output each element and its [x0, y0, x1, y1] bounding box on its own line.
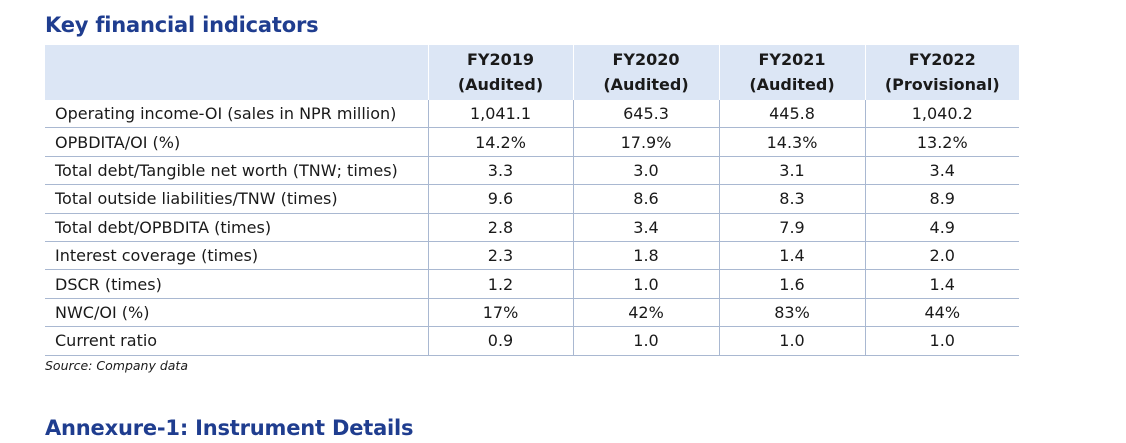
table-row: Total debt/OPBDITA (times) 2.8 3.4 7.9 4… — [45, 213, 1019, 242]
cell-value: 14.2% — [428, 127, 574, 157]
header-status: (Provisional) — [884, 75, 1000, 94]
table-row: Operating income-OI (sales in NPR millio… — [45, 100, 1019, 129]
header-blank-cell — [45, 45, 429, 100]
section-title: Key financial indicators — [45, 13, 319, 37]
cell-value: 3.3 — [428, 156, 574, 186]
cell-value: 1.0 — [573, 326, 720, 356]
row-label: Current ratio — [45, 326, 429, 356]
header-status: (Audited) — [749, 75, 835, 94]
cell-value: 1.4 — [865, 269, 1019, 299]
cell-value: 83% — [719, 298, 866, 328]
cell-value: 1,041.1 — [428, 100, 574, 129]
header-year: FY2022 — [908, 50, 976, 69]
cell-value: 14.3% — [719, 127, 866, 157]
cell-value: 445.8 — [719, 100, 866, 129]
cell-value: 645.3 — [573, 100, 720, 129]
cell-value: 7.9 — [719, 213, 866, 242]
source-note: Source: Company data — [45, 358, 188, 373]
cell-value: 4.9 — [865, 213, 1019, 242]
table-body: Operating income-OI (sales in NPR millio… — [45, 100, 1019, 356]
header-year: FY2021 — [758, 50, 826, 69]
financial-indicators-table: FY2019 (Audited) FY2020 (Audited) FY2021… — [45, 45, 1019, 356]
cell-value: 1.0 — [719, 326, 866, 356]
next-section-title: Annexure-1: Instrument Details — [45, 416, 414, 440]
cell-value: 2.3 — [428, 241, 574, 271]
table-row: Interest coverage (times) 2.3 1.8 1.4 2.… — [45, 241, 1019, 271]
cell-value: 2.0 — [865, 241, 1019, 271]
table-row: OPBDITA/OI (%) 14.2% 17.9% 14.3% 13.2% — [45, 127, 1019, 157]
cell-value: 13.2% — [865, 127, 1019, 157]
cell-value: 1.4 — [719, 241, 866, 271]
cell-value: 3.1 — [719, 156, 866, 186]
cell-value: 0.9 — [428, 326, 574, 356]
row-label: Total debt/Tangible net worth (TNW; time… — [45, 156, 429, 186]
row-label: NWC/OI (%) — [45, 298, 429, 328]
row-label: Total outside liabilities/TNW (times) — [45, 184, 429, 214]
cell-value: 1.0 — [865, 326, 1019, 356]
row-label: OPBDITA/OI (%) — [45, 127, 429, 157]
table-row: Current ratio 0.9 1.0 1.0 1.0 — [45, 326, 1019, 356]
cell-value: 44% — [865, 298, 1019, 328]
row-label: Total debt/OPBDITA (times) — [45, 213, 429, 242]
cell-value: 8.9 — [865, 184, 1019, 214]
cell-value: 8.6 — [573, 184, 720, 214]
table-row: NWC/OI (%) 17% 42% 83% 44% — [45, 298, 1019, 328]
cell-value: 3.4 — [573, 213, 720, 242]
header-cell-fy2021: FY2021 (Audited) — [719, 45, 866, 100]
row-label: DSCR (times) — [45, 269, 429, 299]
cell-value: 17% — [428, 298, 574, 328]
table-row: Total debt/Tangible net worth (TNW; time… — [45, 156, 1019, 186]
header-status: (Audited) — [457, 75, 544, 94]
row-label: Interest coverage (times) — [45, 241, 429, 271]
cell-value: 3.0 — [573, 156, 720, 186]
header-year: FY2020 — [612, 50, 680, 69]
row-label: Operating income-OI (sales in NPR millio… — [45, 100, 429, 129]
cell-value: 2.8 — [428, 213, 574, 242]
cell-value: 1.6 — [719, 269, 866, 299]
cell-value: 1,040.2 — [865, 100, 1019, 129]
header-row: FY2019 (Audited) FY2020 (Audited) FY2021… — [45, 45, 1019, 100]
cell-value: 1.0 — [573, 269, 720, 299]
header-status: (Audited) — [603, 75, 689, 94]
cell-value: 8.3 — [719, 184, 866, 214]
cell-value: 1.8 — [573, 241, 720, 271]
table-header: FY2019 (Audited) FY2020 (Audited) FY2021… — [45, 45, 1019, 100]
cell-value: 9.6 — [428, 184, 574, 214]
header-cell-fy2022: FY2022 (Provisional) — [865, 45, 1019, 100]
cell-value: 17.9% — [573, 127, 720, 157]
header-cell-fy2019: FY2019 (Audited) — [428, 45, 574, 100]
cell-value: 3.4 — [865, 156, 1019, 186]
header-year: FY2019 — [466, 50, 535, 69]
cell-value: 42% — [573, 298, 720, 328]
cell-value: 1.2 — [428, 269, 574, 299]
table-row: DSCR (times) 1.2 1.0 1.6 1.4 — [45, 269, 1019, 299]
table-row: Total outside liabilities/TNW (times) 9.… — [45, 184, 1019, 214]
header-cell-fy2020: FY2020 (Audited) — [573, 45, 720, 100]
